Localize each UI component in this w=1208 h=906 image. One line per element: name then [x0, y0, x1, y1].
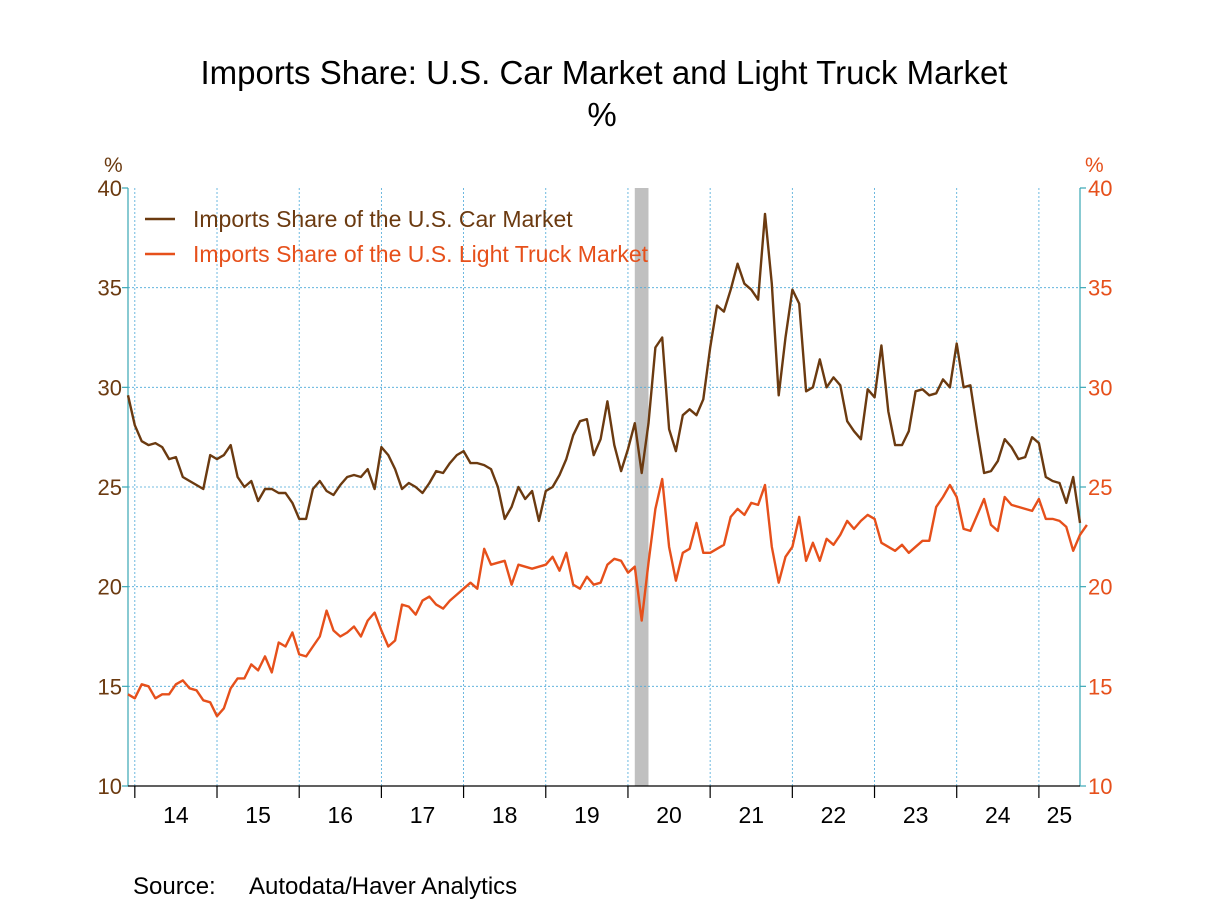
legend-label-car: Imports Share of the U.S. Car Market — [193, 206, 573, 232]
right-tick-label: 10 — [1088, 774, 1112, 799]
x-tick-label: 19 — [574, 802, 600, 828]
chart-title: Imports Share: U.S. Car Market and Light… — [201, 54, 1008, 91]
right-tick-label: 30 — [1088, 375, 1112, 400]
right-tick-label: 15 — [1088, 674, 1112, 699]
x-tick-label: 21 — [738, 802, 764, 828]
left-tick-label: 15 — [98, 674, 122, 699]
right-axis-unit: % — [1085, 154, 1104, 177]
left-tick-label: 30 — [98, 375, 122, 400]
x-axis-ticks: 14 15 16 17 18 19 20 21 22 23 24 25 — [134, 786, 1073, 828]
right-tick-label: 35 — [1088, 276, 1112, 301]
x-tick-label: 22 — [821, 802, 847, 828]
legend-label-truck: Imports Share of the U.S. Light Truck Ma… — [193, 241, 649, 267]
left-tick-label: 35 — [98, 276, 122, 301]
x-tick-label: 25 — [1047, 802, 1073, 828]
x-tick-label: 18 — [492, 802, 518, 828]
x-tick-label: 23 — [903, 802, 929, 828]
left-tick-label: 20 — [98, 575, 122, 600]
x-tick-label: 14 — [163, 802, 189, 828]
left-tick-label: 25 — [98, 475, 122, 500]
left-tick-label: 40 — [98, 176, 122, 201]
grid-lines — [128, 188, 1080, 786]
chart-subtitle: % — [587, 96, 616, 133]
series-line-truck — [127, 477, 1088, 718]
right-tick-label: 25 — [1088, 475, 1112, 500]
x-tick-label: 20 — [656, 802, 682, 828]
left-axis-unit: % — [104, 154, 123, 177]
right-tick-label: 20 — [1088, 575, 1112, 600]
left-axis-ticks: 10 15 20 25 30 35 40 — [98, 176, 128, 799]
series-line-car — [126, 212, 1082, 524]
right-tick-label: 40 — [1088, 176, 1112, 201]
legend: Imports Share of the U.S. Car Market Imp… — [145, 206, 649, 267]
source-label: Source: — [133, 873, 216, 900]
source-text: Autodata/Haver Analytics — [249, 873, 517, 900]
x-tick-label: 24 — [985, 802, 1011, 828]
left-tick-label: 10 — [98, 774, 122, 799]
series-lines — [126, 212, 1088, 718]
x-tick-label: 17 — [410, 802, 436, 828]
x-tick-label: 15 — [245, 802, 271, 828]
x-tick-label: 16 — [327, 802, 353, 828]
right-axis-ticks: 10 15 20 25 30 35 40 — [1080, 176, 1112, 799]
